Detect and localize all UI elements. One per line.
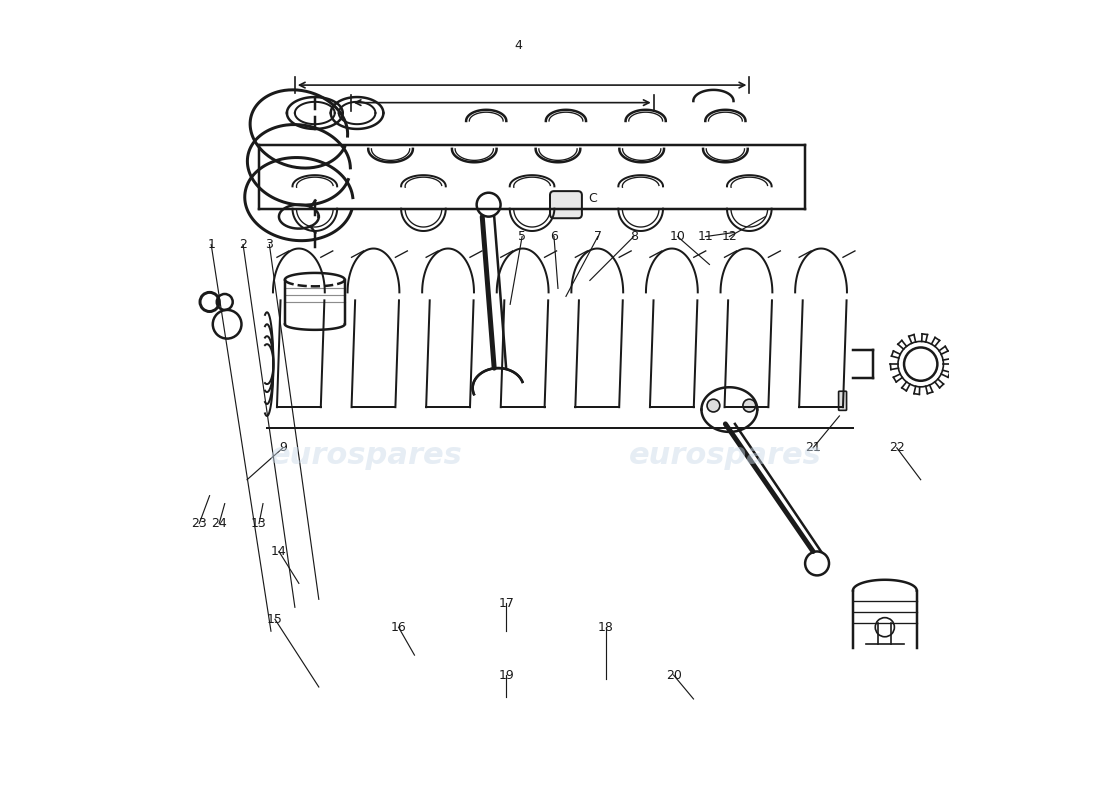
Text: 17: 17 bbox=[498, 597, 514, 610]
Text: 24: 24 bbox=[211, 517, 227, 530]
Text: 6: 6 bbox=[550, 230, 558, 243]
Text: 9: 9 bbox=[279, 442, 287, 454]
Text: 4: 4 bbox=[514, 38, 522, 52]
FancyBboxPatch shape bbox=[550, 191, 582, 218]
Text: 2: 2 bbox=[239, 238, 248, 251]
Text: 14: 14 bbox=[271, 545, 287, 558]
Text: 18: 18 bbox=[598, 621, 614, 634]
Circle shape bbox=[707, 399, 719, 412]
Text: 21: 21 bbox=[805, 442, 821, 454]
Text: eurospares: eurospares bbox=[271, 442, 463, 470]
Text: C: C bbox=[588, 192, 597, 206]
Text: 3: 3 bbox=[265, 238, 273, 251]
Text: 11: 11 bbox=[697, 230, 713, 243]
Text: 20: 20 bbox=[666, 669, 682, 682]
Circle shape bbox=[742, 399, 756, 412]
Text: 5: 5 bbox=[518, 230, 526, 243]
Text: 8: 8 bbox=[629, 230, 638, 243]
Text: 1: 1 bbox=[207, 238, 216, 251]
Text: 15: 15 bbox=[267, 613, 283, 626]
Text: 7: 7 bbox=[594, 230, 602, 243]
Text: 16: 16 bbox=[390, 621, 406, 634]
Text: 13: 13 bbox=[251, 517, 267, 530]
Text: 12: 12 bbox=[722, 230, 737, 243]
Text: 22: 22 bbox=[889, 442, 904, 454]
Text: 23: 23 bbox=[191, 517, 207, 530]
FancyBboxPatch shape bbox=[838, 391, 847, 410]
Text: 19: 19 bbox=[498, 669, 514, 682]
Text: eurospares: eurospares bbox=[629, 442, 822, 470]
Text: 10: 10 bbox=[670, 230, 685, 243]
